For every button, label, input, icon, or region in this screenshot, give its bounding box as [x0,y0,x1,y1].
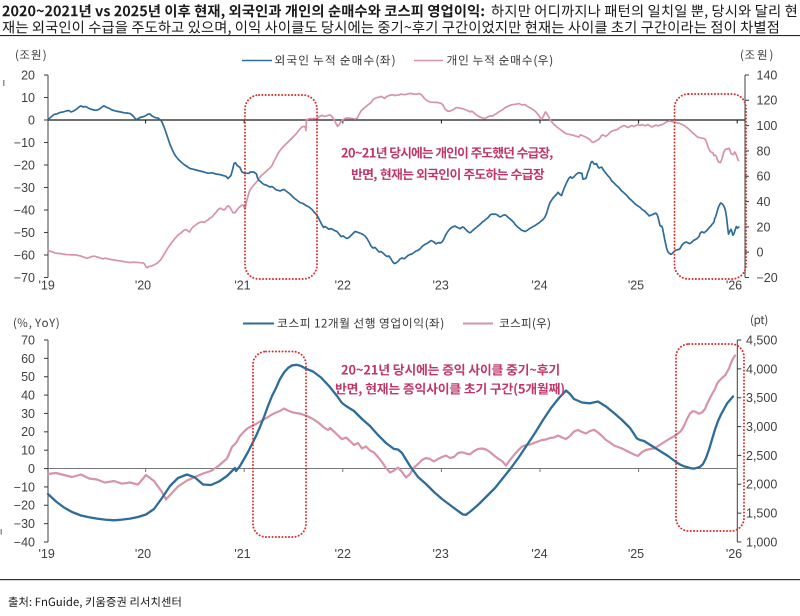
svg-text:'23: '23 [433,279,449,293]
svg-text:−10: −10 [14,136,35,150]
svg-text:1,500: 1,500 [746,507,777,521]
svg-text:'25: '25 [628,547,644,561]
svg-text:'20: '20 [135,547,151,561]
svg-text:−20: −20 [757,271,778,285]
svg-text:140: 140 [757,68,778,82]
svg-text:3,000: 3,000 [746,420,777,434]
svg-text:−10: −10 [14,480,35,494]
svg-text:0: 0 [28,113,35,127]
svg-text:'24: '24 [531,547,547,561]
svg-text:'25: '25 [628,279,644,293]
svg-text:'22: '22 [335,279,351,293]
svg-text:30: 30 [21,407,35,421]
svg-text:−20: −20 [14,158,35,172]
svg-text:60: 60 [757,170,771,184]
svg-text:4,000: 4,000 [746,362,777,376]
svg-text:120: 120 [757,94,778,108]
svg-text:'19: '19 [39,547,55,561]
svg-text:1,000: 1,000 [746,535,777,549]
svg-text:−70: −70 [14,271,35,285]
svg-text:20: 20 [757,220,771,234]
svg-text:'19: '19 [39,279,55,293]
svg-text:20: 20 [21,68,35,82]
svg-text:2,000: 2,000 [746,478,777,492]
svg-text:4,500: 4,500 [746,333,777,347]
svg-text:'26: '26 [726,279,742,293]
svg-text:'23: '23 [433,547,449,561]
svg-text:'21: '21 [234,547,250,561]
svg-text:100: 100 [757,119,778,133]
svg-text:'22: '22 [335,547,351,561]
svg-text:'26: '26 [726,547,742,561]
svg-text:60: 60 [21,352,35,366]
svg-text:−40: −40 [14,203,35,217]
svg-text:0: 0 [28,462,35,476]
svg-text:2,500: 2,500 [746,449,777,463]
svg-text:0: 0 [757,246,764,260]
svg-text:−20: −20 [14,499,35,513]
svg-text:−60: −60 [14,248,35,262]
svg-text:40: 40 [21,388,35,402]
svg-text:−30: −30 [14,517,35,531]
svg-text:80: 80 [757,144,771,158]
svg-text:'20: '20 [135,279,151,293]
svg-text:'21: '21 [234,279,250,293]
svg-text:70: 70 [21,333,35,347]
svg-text:50: 50 [21,370,35,384]
svg-text:10: 10 [21,91,35,105]
svg-text:10: 10 [21,444,35,458]
svg-text:20: 20 [21,425,35,439]
svg-text:'24: '24 [531,279,547,293]
svg-text:−30: −30 [14,181,35,195]
svg-text:−40: −40 [14,535,35,549]
svg-text:3,500: 3,500 [746,391,777,405]
svg-text:−50: −50 [14,226,35,240]
svg-text:40: 40 [757,195,771,209]
